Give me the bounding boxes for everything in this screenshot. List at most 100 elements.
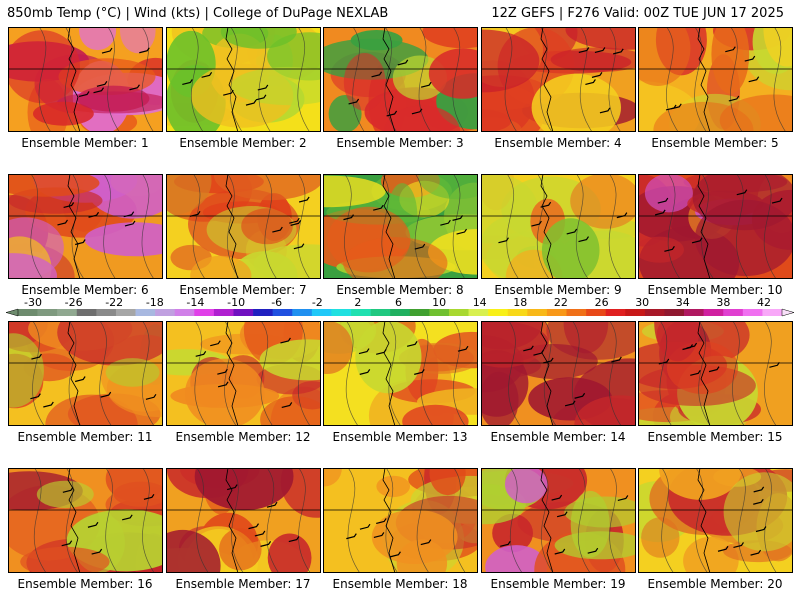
ensemble-member-label: Ensemble Member: 17 [175,577,311,591]
coastline [67,321,81,426]
colorbar-tick-label: 10 [432,296,446,309]
colorbar-segment [644,309,665,316]
colorbar-tick-label: -2 [312,296,323,309]
colorbar-segment [723,309,744,316]
colorbar-segment [37,309,58,316]
temperature-field [166,27,321,132]
colorbar-tick-label: -6 [271,296,282,309]
colorbar-segment [546,309,567,316]
ensemble-member-label: Ensemble Member: 5 [651,136,779,150]
temperature-field [323,174,478,279]
ensemble-member-label: Ensemble Member: 1 [21,136,149,150]
ensemble-member-map [323,468,478,573]
ensemble-member-label: Ensemble Member: 9 [494,283,622,297]
temperature-field [166,174,321,279]
coastline [697,174,711,279]
temperature-field [638,174,793,279]
colorbar-segment [233,309,254,316]
ensemble-member-label: Ensemble Member: 2 [179,136,307,150]
colorbar-segment [311,309,332,316]
coastline [540,27,554,132]
temperature-field [481,468,636,573]
temperature-field [638,27,793,132]
colorbar-segment [488,309,509,316]
ensemble-member-map [8,468,163,573]
ensemble-member-label: Ensemble Member: 19 [490,577,626,591]
colorbar-left-arrow [5,308,19,317]
temperature-field [323,468,478,573]
temperature-field [166,468,321,573]
temperature-field [638,468,793,573]
colorbar-tick-label: 22 [554,296,568,309]
colorbar-segment [18,309,38,316]
colorbar-segment [742,309,763,316]
colorbar-tick-label: -10 [227,296,245,309]
colorbar-segment [292,309,313,316]
ensemble-member-map [481,321,636,426]
colorbar-tick-label: 42 [757,296,771,309]
colorbar-segment [331,309,352,316]
coastline [225,321,239,426]
ensemble-member-map [166,27,321,132]
ensemble-member-map [638,174,793,279]
ensemble-member-label: Ensemble Member: 14 [490,430,626,444]
colorbar-segment [57,309,78,316]
temperature-field [8,174,163,279]
colorbar-segment [586,309,606,316]
ensemble-member-map [8,321,163,426]
colorbar-segment [664,309,685,316]
colorbar-segment [76,309,97,316]
colorbar-tick-label: -14 [186,296,204,309]
temperature-colorbar: -30 -26 -22 -18 -14 -10 -6 -2 2 6 10 14 18 22 26 30 34 38… [5,296,795,317]
colorbar-tick-label: -26 [65,296,83,309]
colorbar-tick-label: 30 [635,296,649,309]
colorbar-segment [135,309,156,316]
colorbar-segment [194,309,215,316]
temperature-field [8,321,163,426]
colorbar-segment [566,309,587,316]
colorbar-tick-label: 34 [676,296,690,309]
coastline [540,321,554,426]
colorbar-tick-label: 18 [513,296,527,309]
ensemble-member-label: Ensemble Member: 13 [332,430,468,444]
temperature-field [8,27,163,132]
ensemble-member-label: Ensemble Member: 10 [647,283,783,297]
ensemble-member-label: Ensemble Member: 20 [647,577,783,591]
colorbar-segment [605,309,626,316]
ensemble-member-label: Ensemble Member: 4 [494,136,622,150]
colorbar-right-arrow [781,308,795,317]
coastline [225,468,239,573]
temperature-field [323,321,478,426]
coastline [67,27,81,132]
coastline [382,321,396,426]
colorbar-segment [625,309,646,316]
temperature-field [638,321,793,426]
colorbar-segment [684,309,704,316]
colorbar-tick-label: -18 [146,296,164,309]
colorbar-segment [507,309,528,316]
ensemble-member-map [638,321,793,426]
ensemble-member-label: Ensemble Member: 15 [647,430,783,444]
colorbar-tick-label: 38 [716,296,730,309]
colorbar-segment [448,309,469,316]
ensemble-member-map [481,174,636,279]
coastline [225,27,239,132]
colorbar-segment [155,309,176,316]
colorbar-tick-label: -22 [105,296,123,309]
ensemble-member-map [638,27,793,132]
ensemble-member-label: Ensemble Member: 7 [179,283,307,297]
coastline [697,27,711,132]
ensemble-member-map [638,468,793,573]
ensemble-member-label: Ensemble Member: 6 [21,283,149,297]
coastline [225,174,239,279]
coastline [382,27,396,132]
colorbar-segment [762,309,783,316]
colorbar-segment [703,309,724,316]
ensemble-member-map [323,321,478,426]
model-valid-time: 12Z GEFS | F276 Valid: 00Z TUE JUN 17 20… [491,6,784,21]
ensemble-member-label: Ensemble Member: 12 [175,430,311,444]
ensemble-member-map [481,27,636,132]
ensemble-member-label: Ensemble Member: 18 [332,577,468,591]
colorbar-segment [253,309,273,316]
temperature-field [481,27,636,132]
